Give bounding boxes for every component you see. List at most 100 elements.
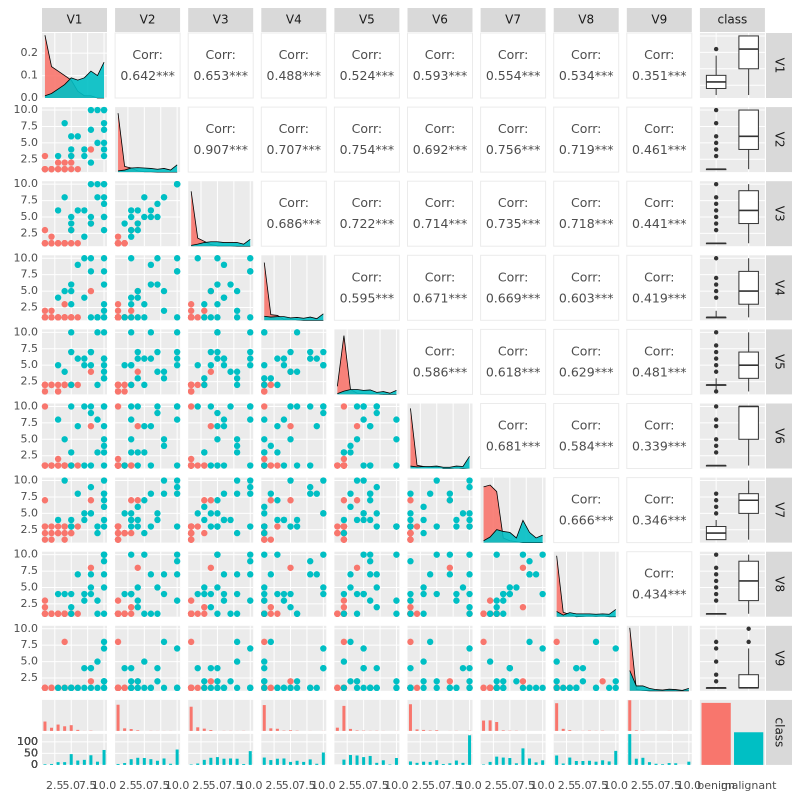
panel-background (334, 625, 400, 691)
point (194, 664, 201, 672)
point (360, 516, 367, 524)
point (94, 381, 101, 389)
point (340, 638, 348, 646)
histogram-bar (269, 760, 273, 765)
point (100, 436, 108, 443)
corr-title: Corr: (352, 195, 382, 210)
histogram-bar (202, 728, 206, 731)
strip (766, 625, 792, 691)
point (100, 268, 108, 275)
point (247, 355, 254, 362)
outlier (713, 450, 719, 455)
corr-panel (260, 32, 327, 99)
point (134, 584, 141, 591)
point (127, 403, 135, 410)
point (201, 462, 208, 469)
point (141, 610, 148, 617)
point (500, 610, 507, 617)
point (247, 684, 254, 692)
point (446, 678, 454, 685)
strip (553, 8, 619, 32)
point (81, 510, 88, 517)
corr-panel (553, 477, 620, 544)
point (446, 490, 454, 497)
histogram-bar (614, 750, 618, 765)
panel-background (553, 551, 619, 617)
histogram-bar (275, 728, 279, 731)
outlier (713, 565, 719, 570)
outlier (713, 498, 719, 503)
point (413, 610, 421, 617)
point (293, 678, 301, 685)
histogram-bar (162, 758, 166, 765)
point (134, 497, 141, 504)
point (154, 664, 161, 672)
panel-background (42, 733, 107, 765)
corr-title: Corr: (425, 47, 455, 62)
point (420, 684, 427, 692)
histogram-bar (634, 758, 638, 765)
histogram-bar (248, 751, 252, 765)
point (366, 516, 374, 524)
corr-value: 0.524*** (340, 68, 395, 83)
panel-background (553, 699, 619, 731)
x-tick-label: 10.0 (603, 779, 628, 792)
outlier (713, 598, 719, 603)
outlier (713, 330, 719, 335)
point (393, 610, 400, 617)
point (293, 462, 301, 469)
corr-value: 0.534*** (559, 68, 614, 83)
point (360, 664, 367, 672)
point (466, 678, 473, 685)
point (233, 684, 241, 692)
panel-background (188, 625, 254, 691)
point (407, 684, 414, 692)
point (261, 503, 268, 511)
point (68, 165, 75, 173)
point (267, 490, 275, 497)
x-tick-label: 10.0 (92, 779, 117, 792)
point (407, 536, 414, 543)
point (100, 638, 108, 646)
corr-title: Corr: (352, 47, 382, 62)
panel-background (261, 477, 327, 543)
point (194, 523, 201, 530)
point (373, 523, 380, 530)
point (187, 597, 195, 604)
corr-title: Corr: (571, 418, 601, 433)
point (81, 361, 88, 369)
point (121, 462, 128, 469)
y-tick-label: 5.0 (21, 136, 39, 149)
point (141, 497, 148, 504)
point (48, 381, 55, 389)
point (553, 678, 560, 685)
point (100, 571, 108, 578)
point (466, 477, 473, 484)
point (68, 133, 75, 140)
panel-background (261, 255, 327, 321)
point (41, 684, 49, 692)
point (114, 403, 122, 410)
point (220, 294, 228, 301)
outlier (713, 369, 719, 374)
y-tick-label: 2.5 (21, 449, 39, 462)
corr-title: Corr: (352, 269, 382, 284)
point (220, 597, 228, 604)
point (526, 571, 533, 578)
panel-background (261, 733, 327, 765)
point (493, 551, 500, 558)
point (407, 497, 414, 504)
histogram-bar (123, 763, 127, 765)
point (134, 287, 141, 295)
point (154, 510, 161, 517)
point (154, 584, 161, 591)
point (366, 422, 374, 430)
point (214, 610, 221, 617)
point (233, 529, 241, 537)
panel-background (42, 107, 107, 173)
point (373, 409, 380, 417)
point (366, 597, 374, 604)
strip-label: V3 (773, 206, 787, 222)
point (68, 301, 75, 308)
point (407, 603, 414, 611)
